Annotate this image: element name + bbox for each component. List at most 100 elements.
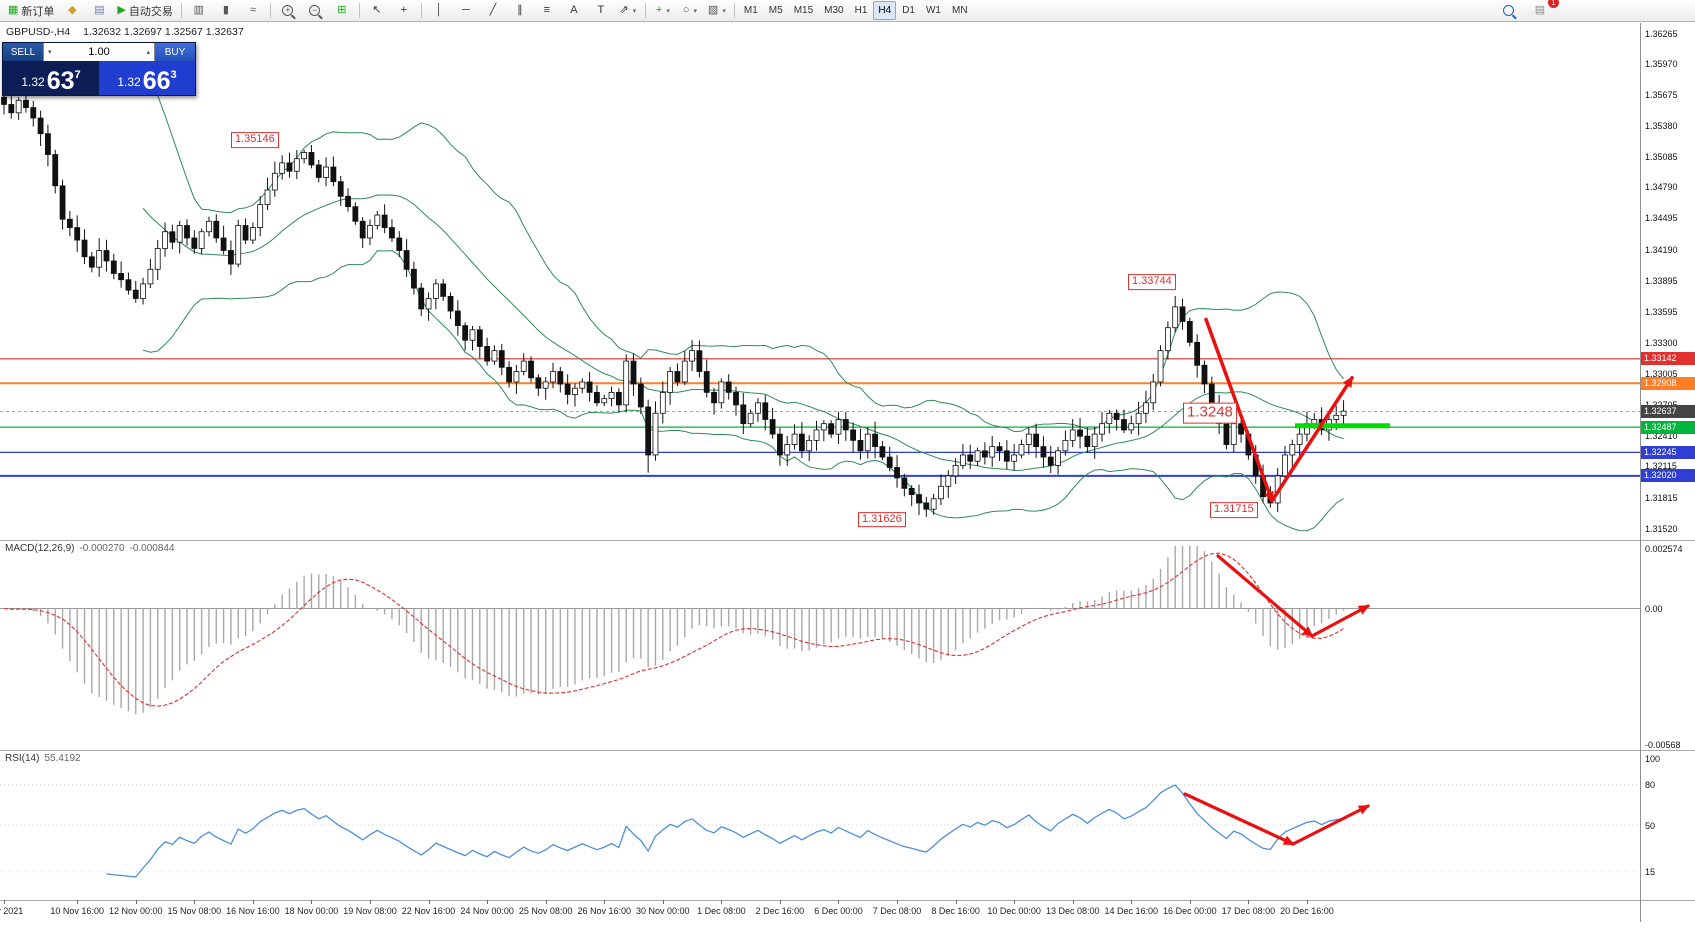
zoom-out-button[interactable]: − [302,1,328,21]
trendline-button[interactable]: ╱ [480,1,506,21]
rsi-panel[interactable] [0,750,1640,900]
volume-input[interactable]: ▾ 1.00 ▴ [43,43,155,61]
green-level-segment[interactable] [1295,423,1390,429]
timeframe-h1-button[interactable]: H1 [854,5,868,16]
panel-separator[interactable] [0,540,1695,541]
bar-chart-button[interactable]: ▥ [186,1,212,21]
time-axis-label: 6 Dec 00:00 [814,906,863,916]
level-lines[interactable] [0,358,1640,477]
buy-price-main: 66 [142,67,171,95]
time-axis-tick [1248,900,1250,904]
price-annotation[interactable]: 1.3248 [1183,402,1237,424]
rsi-indicator-label: RSI(14) 55.4192 [5,753,81,764]
timeframe-m1-button[interactable]: M1 [743,5,758,16]
time-axis-tick [428,900,430,904]
price-axis-tick: 1.34495 [1645,213,1678,224]
rsi-axis-label: 80 [1645,780,1656,791]
price-annotation[interactable]: 1.35146 [231,132,279,148]
time-axis-tick [897,900,899,904]
sell-price-prefix: 1.32 [21,75,45,89]
timeframe-d1-button[interactable]: D1 [902,5,915,16]
price-tag: 1.32020 [1641,469,1695,483]
timeframe-w1-button[interactable]: W1 [925,5,941,16]
autotrade-icon: ▶ [117,4,126,16]
time-axis[interactable]: Nov 2021 10 Nov 16:00 12 Nov 00:00 15 Nov 0… [0,900,1640,922]
periods-button[interactable]: ○ ▾ [677,1,703,21]
new-order-button[interactable]: ▦ 新订单 [4,1,58,21]
fibonacci-button[interactable]: ≡ [534,1,560,21]
text-button[interactable]: A [561,1,587,21]
price-axis-tick: 1.35970 [1645,59,1678,70]
templates-icon-button[interactable]: ◆ [59,1,85,21]
volume-down-caret[interactable]: ▾ [48,49,52,56]
price-axis-tick: 1.34190 [1645,244,1678,255]
trend-arrow[interactable] [1204,317,1274,503]
vertical-line-button[interactable]: │ [426,1,452,21]
autotrade-button[interactable]: ▶ 自动交易 [113,1,176,21]
time-axis-label: 25 Nov 08:00 [518,906,573,916]
time-axis-tick [1189,900,1191,904]
new-order-icon: ▦ [8,4,19,16]
news-icon-button[interactable]: ▤ 1 [1527,0,1559,21]
macd-panel[interactable] [0,540,1640,750]
time-axis-tick [252,900,254,904]
toolbar-separator [269,3,271,18]
trend-arrow[interactable] [1270,376,1354,503]
trend-arrow[interactable] [1291,804,1370,846]
price-annotation[interactable]: 1.31715 [1210,502,1258,519]
buy-price-prefix: 1.32 [117,75,141,89]
timeframe-mn-button[interactable]: MN [951,5,968,16]
time-axis-label: 8 Dec 16:00 [931,906,980,916]
buy-price-display[interactable]: 1.32 66 3 [99,61,195,95]
time-axis-tick [838,900,840,904]
label-button[interactable]: T [588,1,614,21]
price-axis-tick: 1.33300 [1645,337,1678,348]
timeframe-h4-button[interactable]: H4 [873,1,897,20]
price-annotation[interactable]: 1.31626 [858,511,906,528]
chart-templates-button[interactable]: ▧ ▾ [704,1,730,21]
price-axis-tick: 1.36265 [1645,28,1678,39]
time-axis-label: 12 Nov 00:00 [108,906,163,916]
time-axis-label: 22 Nov 16:00 [401,906,456,916]
toolbar-group: + ▾ ○ ▾ ▧ ▾ [650,1,730,21]
volume-value[interactable]: 1.00 [88,46,110,58]
timeframe-m30-button[interactable]: M30 [824,5,844,16]
time-axis-label: 19 Nov 08:00 [343,906,397,916]
sell-price-main: 63 [46,67,75,95]
time-axis-label: 20 Dec 16:00 [1280,906,1334,916]
price-annotation[interactable]: 1.33744 [1128,273,1176,290]
trend-arrow[interactable] [1310,604,1370,638]
price-tag: 1.32245 [1641,445,1695,459]
profiles-icon-button[interactable]: ▤ [86,1,112,21]
crosshair-button[interactable]: + [391,1,417,21]
tile-windows-button[interactable]: ⊞ [329,1,355,21]
line-chart-button[interactable]: ≈ [240,1,266,21]
panel-separator[interactable] [0,750,1695,751]
time-axis-tick [311,900,313,904]
volume-up-caret[interactable]: ▴ [146,49,150,56]
time-axis-tick [370,900,371,904]
buy-button[interactable]: BUY [155,43,195,61]
chevron-down-icon: ▾ [722,7,726,15]
shapes-button[interactable]: ⇗ ▾ [615,1,641,21]
timeframe-m5-button[interactable]: M5 [768,5,783,16]
cursor-button[interactable]: ↖ [364,1,390,21]
time-axis-label: 13 Dec 08:00 [1045,906,1100,916]
price-axis-tick: 1.31520 [1645,523,1678,534]
candlestick-chart-button[interactable]: ▮ [213,1,239,21]
timeframe-m15-button[interactable]: M15 [793,5,814,16]
sell-button[interactable]: SELL [3,43,43,61]
trend-arrow[interactable] [1216,554,1314,638]
main-price-chart[interactable] [0,23,1640,540]
time-axis-label: 16 Nov 16:00 [226,906,280,916]
indicators-button[interactable]: + ▾ [650,1,676,21]
time-axis-tick [1306,900,1308,904]
time-axis-tick [721,900,723,904]
sell-price-display[interactable]: 1.32 63 7 [3,61,99,95]
channel-button[interactable]: ∥ [507,1,533,21]
horizontal-line-button[interactable]: ─ [453,1,479,21]
zoom-in-button[interactable]: + [275,1,301,21]
channel-icon: ∥ [517,4,523,16]
trend-arrow[interactable] [1183,792,1295,846]
search-button[interactable] [1495,1,1521,21]
